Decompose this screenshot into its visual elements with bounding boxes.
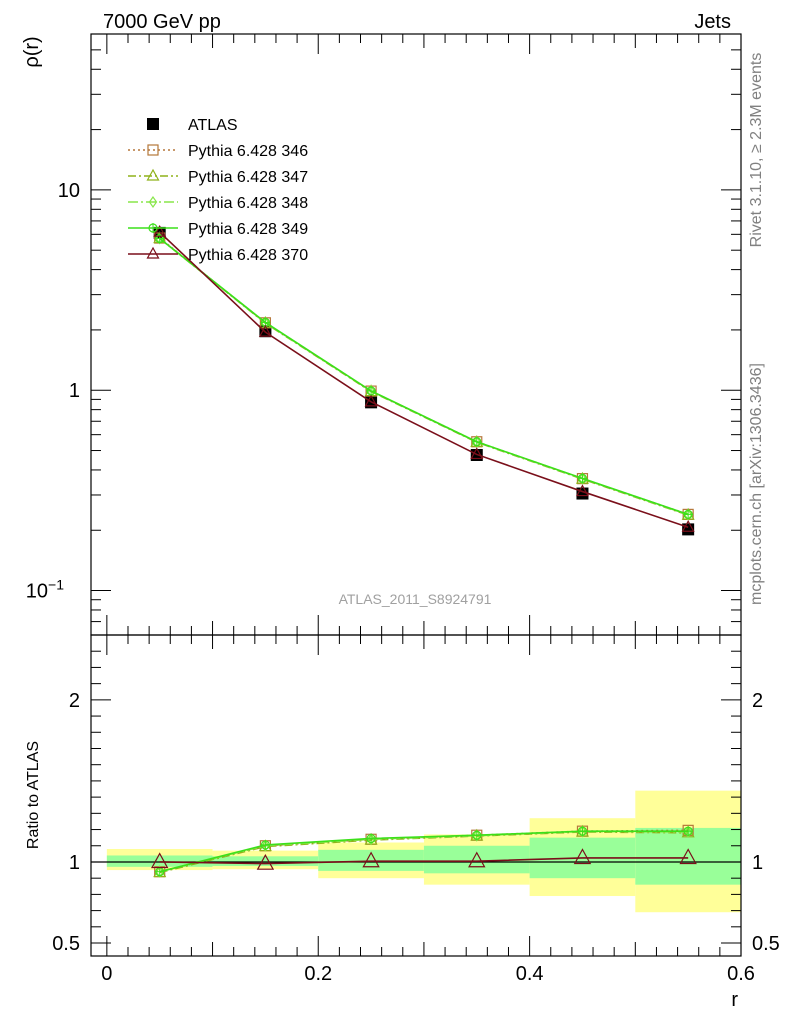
main-ytick-label: 1 (69, 380, 80, 402)
legend-label-5: Pythia 6.428 370 (188, 247, 308, 264)
ratio-4-point-5 (679, 848, 697, 865)
legend-label-4: Pythia 6.428 349 (188, 221, 308, 238)
series-5-point-1 (258, 324, 272, 337)
legend-marker-5 (146, 246, 160, 259)
ratio-ytick-label-left: 1 (69, 852, 80, 874)
ratio-4-point-4 (573, 848, 592, 865)
axes-ticks (91, 33, 742, 956)
ratio-line-4 (159, 857, 689, 865)
series-line-5 (159, 231, 689, 529)
ratio-2-point-3 (472, 829, 482, 842)
series-line-3 (159, 237, 689, 516)
axis-labels: 10−1 1 10 0.5 0.5 1 1 2 2 0 0.2 0.4 0.6 (26, 180, 780, 985)
ratio-xlabel: r (731, 989, 738, 1011)
legend-label-2: Pythia 6.428 347 (188, 169, 308, 186)
header-right: Jets (694, 11, 731, 33)
ratio-line-1 (159, 831, 689, 874)
series-5-point-4 (575, 484, 589, 497)
series-line-4 (159, 237, 689, 516)
ratio-ytick-label-left: 0.5 (52, 933, 80, 955)
series-line-1 (159, 237, 689, 516)
ratio-ylabel: Ratio to ATLAS (25, 741, 42, 849)
ratio-2-point-5 (683, 825, 693, 839)
ratio-4-point-2 (362, 851, 380, 868)
legend-label-3: Pythia 6.428 348 (188, 195, 308, 212)
main-ytick-exponent: −1 (48, 577, 64, 593)
legend-label-0: ATLAS (188, 117, 238, 134)
legend-label-1: Pythia 6.428 346 (188, 143, 308, 160)
ratio-2-point-4 (578, 825, 587, 838)
uncertainty-bands (91, 790, 741, 913)
series-5-point-3 (470, 447, 484, 460)
stat-band-1 (212, 856, 319, 867)
stat-band-0 (106, 855, 213, 867)
xtick-label: 0.4 (516, 963, 544, 985)
xtick-label: 0.6 (727, 963, 755, 985)
ratio-line-3 (159, 830, 689, 873)
ratio-ytick-label-left: 2 (69, 690, 80, 712)
mcplots-label: mcplots.cern.ch [arXiv:1306.3436] (748, 363, 765, 605)
legend: ATLAS Pythia 6.428 346 Pythia 6.428 347 Pyt… (128, 117, 308, 264)
analysis-tag: ATLAS_2011_S8924791 (339, 591, 492, 607)
stat-band-2 (318, 849, 424, 871)
series-line-2 (159, 237, 689, 516)
rivet-label: Rivet 3.1.10, ≥ 2.3M events (748, 53, 765, 248)
ratio-ytick-label-right: 2 (752, 690, 763, 712)
ratio-ytick-label-right: 0.5 (752, 933, 780, 955)
series-5-point-5 (681, 520, 695, 532)
series-5-point-2 (364, 394, 378, 407)
series-5-point-0 (153, 224, 167, 237)
ratio-plot-frame (90, 634, 742, 957)
xtick-label: 0.2 (304, 963, 332, 985)
main-ytick-label: 10 (58, 180, 80, 202)
legend-marker-atlas (147, 118, 159, 130)
main-ytick-label: 10−1 (26, 577, 64, 603)
legend-marker-1 (147, 144, 159, 156)
xtick-label: 0 (101, 963, 112, 985)
legend-marker-3 (148, 195, 158, 209)
ratio-4-point-3 (468, 851, 486, 868)
ratio-4-point-1 (256, 853, 275, 870)
series-layer (150, 224, 697, 878)
header-left: 7000 GeV pp (103, 11, 221, 33)
main-ylabel: ρ(r) (21, 36, 43, 67)
ratio-ytick-label-right: 1 (752, 852, 763, 874)
ratio-4-point-0 (150, 852, 169, 869)
legend-marker-2 (146, 168, 160, 181)
